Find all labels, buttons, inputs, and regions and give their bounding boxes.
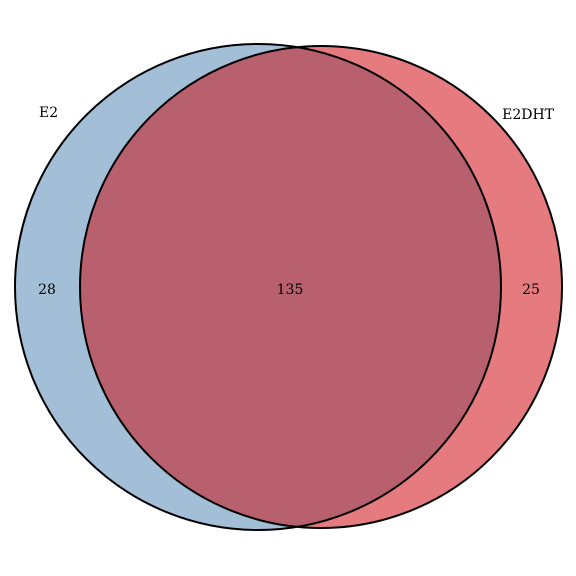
set-e2dht-outline — [79, 45, 563, 529]
only-e2dht-count: 25 — [522, 282, 540, 298]
set-e2-outline — [14, 43, 502, 531]
intersection-count: 135 — [277, 282, 304, 298]
intersection-region — [80, 46, 501, 528]
only-e2-count: 28 — [38, 282, 56, 298]
set-e2dht-label: E2DHT — [502, 107, 555, 123]
set-e2-label: E2 — [39, 105, 58, 121]
